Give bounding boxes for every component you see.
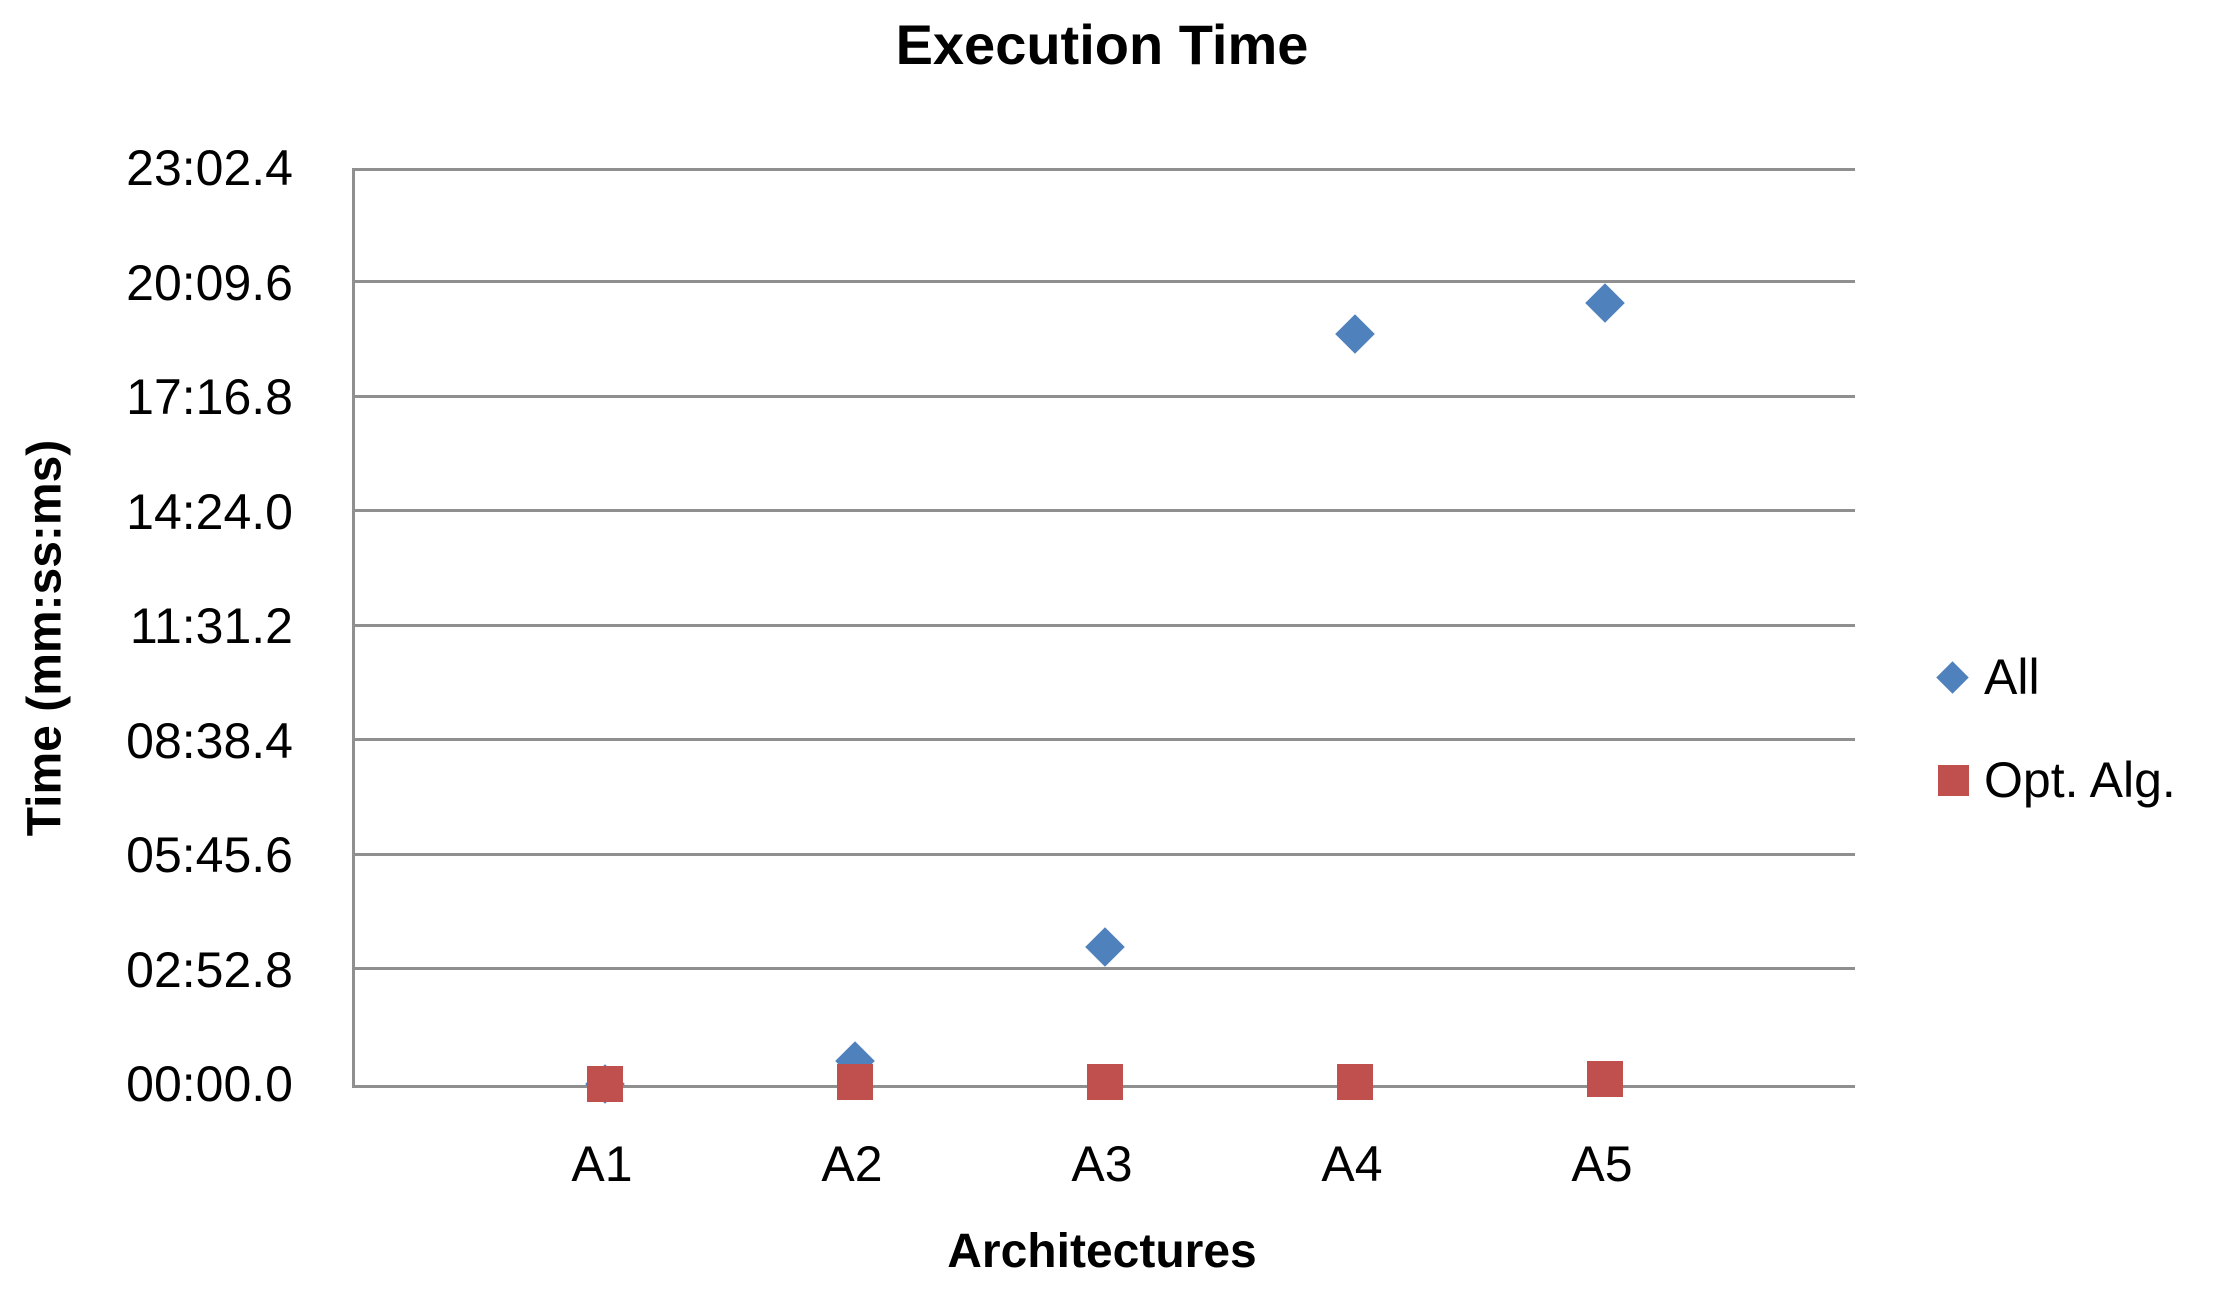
data-point-all-a4 [1335,314,1375,354]
data-point-opt-alg-a1 [587,1066,623,1103]
y-tick-label: 08:38.4 [126,713,293,769]
data-point-all-a3 [1085,927,1125,967]
y-tick-label: 23:02.4 [126,140,293,196]
diamond-marker-icon [1936,660,1969,694]
gridline [355,738,1855,741]
legend-icon-slot [1936,660,1984,694]
data-point-all-a5 [1585,283,1625,323]
y-tick-label: 02:52.8 [126,942,293,998]
legend-item-all: All [1936,645,2176,709]
data-point-opt-alg-a3 [1087,1063,1123,1100]
y-tick-label: 14:24.0 [126,484,293,540]
gridline [355,509,1855,512]
gridline [355,624,1855,627]
x-tick-label: A5 [1571,1136,1633,1192]
x-tick-label: A1 [571,1136,633,1192]
y-tick-label: 17:16.8 [126,369,293,425]
x-axis-title: Architectures [947,1225,1257,1278]
legend-label: Opt. Alg. [1984,752,2176,808]
square-marker-icon [1938,764,1969,796]
y-tick-label: 00:00.0 [126,1056,293,1112]
x-tick-label: A2 [821,1136,883,1192]
gridline [355,168,1855,171]
data-point-opt-alg-a2 [837,1064,873,1101]
legend-label: All [1984,649,2040,705]
y-tick-label: 11:31.2 [129,598,293,654]
chart-title: Execution Time [895,13,1309,76]
x-tick-label: A3 [1071,1136,1133,1192]
x-tick-label: A4 [1321,1136,1383,1192]
gridline [355,853,1855,856]
gridline [355,967,1855,970]
legend-icon-slot [1938,764,1984,796]
y-tick-label: 20:09.6 [126,255,293,311]
plot-area [352,168,1855,1105]
gridline [355,395,1855,398]
legend: All Opt. Alg. [1936,645,2176,851]
data-point-opt-alg-a5 [1587,1061,1623,1098]
data-point-opt-alg-a4 [1337,1063,1373,1100]
y-tick-label: 05:45.6 [126,827,293,883]
gridline [355,280,1855,283]
legend-item-opt-alg: Opt. Alg. [1938,748,2176,812]
